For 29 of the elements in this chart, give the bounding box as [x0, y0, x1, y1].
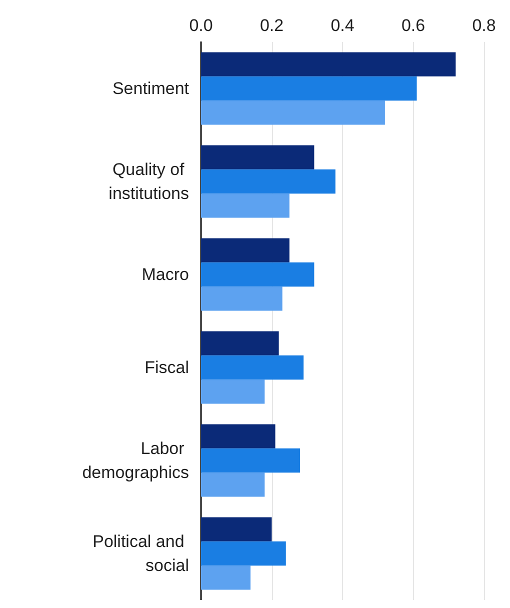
bar	[201, 76, 417, 101]
y-tick-label: Quality of institutions	[108, 160, 189, 203]
bar	[201, 424, 276, 448]
bar	[201, 380, 265, 404]
bar	[201, 331, 279, 356]
bar	[201, 262, 314, 287]
x-tick-label: 0.0	[189, 16, 213, 35]
y-tick-label: Fiscal	[144, 358, 189, 377]
y-tick-label: Political and social	[92, 532, 189, 575]
bar	[201, 355, 304, 380]
bar	[201, 472, 265, 497]
bar	[201, 566, 251, 590]
x-tick-label: 0.6	[401, 16, 426, 35]
y-tick-label: Sentiment	[112, 79, 190, 98]
bar	[201, 194, 290, 218]
bar	[201, 286, 282, 311]
bar	[201, 169, 336, 194]
bar	[201, 52, 456, 76]
x-tick-label: 0.8	[472, 16, 496, 35]
bar	[201, 448, 300, 473]
x-tick-label: 0.4	[330, 16, 354, 35]
bar	[201, 100, 385, 125]
bar	[201, 145, 314, 170]
x-tick-label: 0.2	[260, 16, 284, 35]
bar	[201, 541, 286, 566]
bar	[201, 517, 272, 542]
y-tick-label: Labor demographics	[82, 439, 189, 482]
y-tick-label: Macro	[142, 265, 189, 284]
bar	[201, 238, 290, 262]
